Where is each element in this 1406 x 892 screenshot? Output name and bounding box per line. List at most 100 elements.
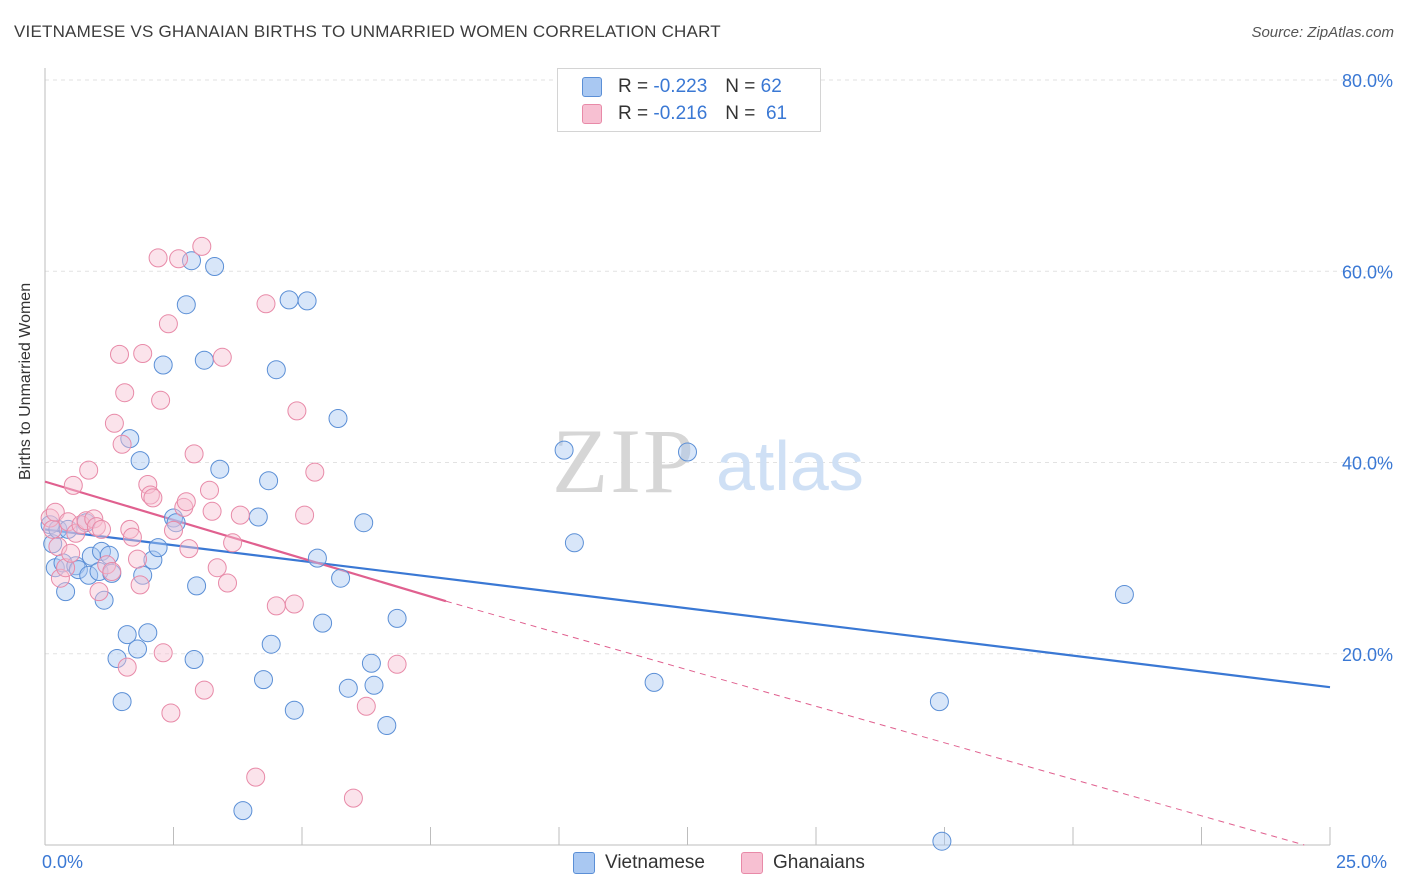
legend-r-label: R =	[618, 76, 649, 97]
ghanaian-point-33	[151, 390, 171, 410]
vietnamese-point-45	[297, 291, 317, 311]
ghanaian-point-15	[89, 582, 109, 602]
vietnamese-point-32	[184, 650, 204, 669]
bottom-legend-swatch-vietnamese	[573, 852, 595, 874]
vietnamese-point-60	[929, 692, 949, 712]
ghanaian-point-58	[305, 462, 325, 482]
gridlines	[45, 79, 1392, 655]
y-tick-labels: 20.0% 40.0% 60.0% 80.0%	[1342, 71, 1393, 665]
ghanaian-point-57	[295, 505, 315, 525]
ghanaian-point-40	[176, 492, 196, 512]
vietnamese-point-39	[254, 670, 273, 690]
ghanaian-point-53	[256, 294, 276, 314]
ghanaian-point-41	[179, 539, 199, 559]
vietnamese-point-30	[176, 295, 196, 315]
chart-title: VIETNAMESE VS GHANAIAN BIRTHS TO UNMARRI…	[14, 22, 721, 41]
vietnamese-point-36	[210, 459, 230, 479]
vietnamese-point-38	[248, 507, 268, 527]
ghanaian-point-30	[140, 485, 160, 505]
vietnamese-point-37	[233, 801, 253, 821]
ghanaian-point-13	[84, 509, 104, 529]
vietnamese-point-52	[361, 653, 381, 673]
vietnamese-point-49	[331, 568, 351, 588]
ghanaian-point-25	[122, 527, 142, 547]
ghanaian-point-36	[161, 703, 181, 723]
bottom-legend-vietnamese: Vietnamese	[573, 852, 705, 874]
bottom-legend-ghanaians: Ghanaians	[741, 852, 865, 874]
vietnamese-point-50	[338, 678, 358, 698]
ghanaian-point-21	[112, 434, 132, 454]
ghanaian-trend-line	[44, 480, 447, 603]
ghanaian-point-23	[117, 657, 137, 677]
ghanaian-point-31	[143, 488, 163, 508]
legend-r-label: R =	[618, 103, 649, 124]
vietnamese-point-59	[678, 442, 697, 462]
legend-swatch-ghanaians	[582, 104, 602, 124]
ghanaian-point-35	[158, 314, 178, 334]
vietnamese-point-33	[187, 576, 207, 596]
ghanaian-trend-extension	[445, 600, 1305, 846]
vietnamese-point-21	[128, 639, 147, 659]
vietnamese-point-29	[166, 513, 186, 533]
ghanaian-point-48	[212, 347, 232, 367]
ghanaian-point-27	[130, 575, 150, 595]
vietnamese-point-55	[387, 608, 407, 628]
vietnamese-point-44	[284, 700, 304, 720]
vietnamese-trend-line	[44, 528, 1331, 689]
ghanaian-point-49	[218, 573, 237, 593]
ghanaian-point-51	[230, 505, 250, 525]
ghanaian-point-16	[92, 519, 111, 539]
ghanaian-point-24	[120, 519, 140, 539]
ghanaian-point-19	[104, 413, 124, 433]
ghanaian-point-56	[287, 401, 307, 421]
legend-n-label: N =	[725, 103, 756, 124]
vietnamese-point-43	[279, 290, 299, 310]
ghanaian-points	[40, 236, 407, 808]
ghanaian-point-61	[387, 654, 407, 674]
legend-row-vietnamese: R = -0.223 N = 62	[558, 73, 782, 101]
vietnamese-point-25	[143, 550, 163, 570]
legend-row-ghanaians: R = -0.216 N = 61	[558, 100, 787, 128]
vietnamese-point-48	[328, 409, 348, 428]
ghanaian-point-14	[86, 517, 106, 537]
vietnamese-point-51	[354, 513, 374, 533]
vietnamese-point-20	[120, 429, 140, 449]
ghanaian-point-45	[200, 480, 219, 500]
ghanaian-point-50	[223, 533, 243, 553]
ghanaian-point-43	[192, 236, 212, 256]
legend-r-value-vietnamese: -0.223	[653, 76, 708, 97]
x-tick-label-max: 25.0%	[1336, 852, 1388, 872]
vietnamese-point-61	[1114, 585, 1134, 604]
bottom-legend-label-vietnamese: Vietnamese	[605, 852, 705, 873]
vietnamese-point-22	[130, 451, 150, 471]
ghanaian-point-12	[79, 460, 99, 480]
vietnamese-point-46	[307, 548, 327, 568]
ghanaian-point-46	[202, 501, 222, 521]
ghanaian-point-38	[169, 249, 189, 269]
ghanaian-point-22	[115, 383, 135, 403]
ghanaian-point-11	[76, 511, 96, 531]
ghanaian-point-32	[148, 248, 168, 268]
vietnamese-point-56	[554, 440, 574, 460]
bottom-legend-swatch-ghanaians	[741, 852, 763, 874]
y-axis-label: Births to Unmarried Women	[17, 282, 34, 480]
ghanaian-point-4	[50, 568, 70, 588]
x-tick-label-min: 0.0%	[42, 852, 84, 872]
ghanaian-point-7	[61, 543, 81, 563]
ghanaian-point-0	[40, 508, 60, 528]
legend-n-label: N =	[725, 76, 756, 97]
watermark-atlas: atlas	[716, 427, 864, 505]
watermark: ZIP atlas	[552, 410, 864, 512]
vietnamese-point-35	[205, 257, 225, 276]
ghanaian-point-5	[56, 558, 76, 578]
ghanaian-point-26	[128, 549, 147, 569]
vietnamese-point-57	[564, 533, 584, 553]
vietnamese-points	[40, 251, 1134, 851]
legend-n-value-ghanaians: 61	[765, 103, 788, 124]
vietnamese-point-62	[932, 831, 952, 851]
y-tick-label-80: 80.0%	[1342, 71, 1393, 91]
ghanaian-point-52	[246, 767, 266, 787]
ghanaian-point-55	[284, 594, 304, 614]
vietnamese-point-41	[261, 634, 281, 654]
